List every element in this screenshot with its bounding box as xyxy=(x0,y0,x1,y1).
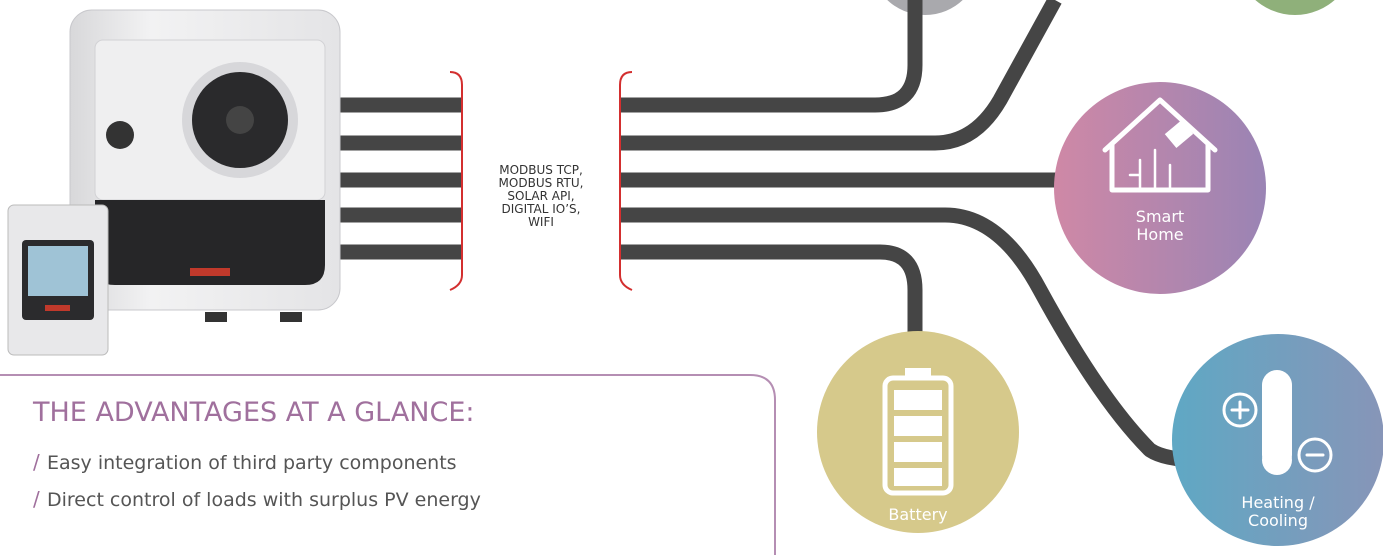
node-label: Home xyxy=(1136,225,1183,244)
protocol: SOLAR API, xyxy=(507,189,574,203)
node-label: Battery xyxy=(888,505,947,524)
advantage-item: Direct control of loads with surplus PV … xyxy=(47,489,481,511)
protocol: MODBUS TCP, xyxy=(499,163,583,177)
protocol: DIGITAL IO’S, xyxy=(502,202,581,216)
protocol-list: MODBUS TCP,MODBUS RTU,SOLAR API,DIGITAL … xyxy=(499,163,584,229)
node-partial xyxy=(870,0,980,15)
node-battery: Battery xyxy=(817,331,1019,533)
node-heating: Heating /Cooling xyxy=(1172,334,1383,546)
advantage-item: Easy integration of third party componen… xyxy=(47,452,457,474)
node-partial xyxy=(1235,0,1355,15)
node-label: Smart xyxy=(1136,207,1184,226)
cables-left xyxy=(320,105,462,252)
bullet: / xyxy=(33,487,40,511)
node-label: Heating / xyxy=(1241,493,1315,512)
advantages-title: THE ADVANTAGES AT A GLANCE: xyxy=(32,397,475,428)
protocol: MODBUS RTU, xyxy=(499,176,584,190)
protocol: WIFI xyxy=(528,215,554,229)
diagram: MODBUS TCP,MODBUS RTU,SOLAR API,DIGITAL … xyxy=(0,0,1383,555)
page: MODBUS TCP,MODBUS RTU,SOLAR API,DIGITAL … xyxy=(0,0,1383,555)
bullet: / xyxy=(33,450,40,474)
advantages-list: / Easy integration of third party compone… xyxy=(33,450,481,511)
inverter xyxy=(70,10,340,322)
smart-meter xyxy=(8,205,108,355)
node-label: Cooling xyxy=(1248,511,1308,530)
